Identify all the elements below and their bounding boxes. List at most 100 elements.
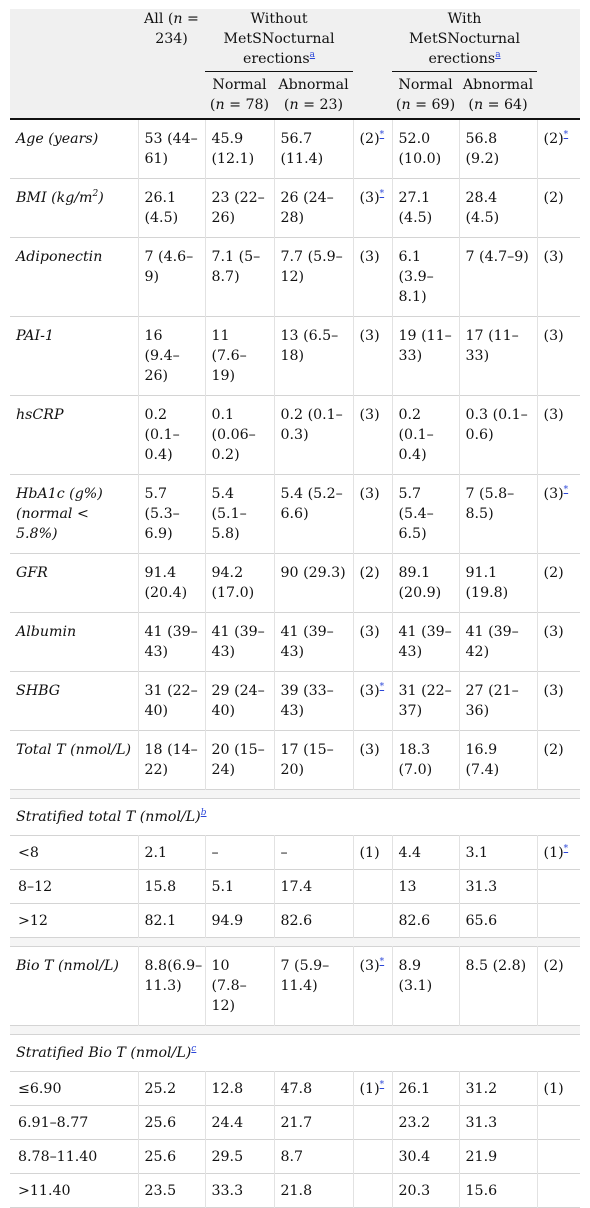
header-abnormal-without: Abnormal (n = 23) (274, 71, 354, 119)
footnote-a-link[interactable]: a (309, 50, 316, 60)
cell-without-normal: 24.4 (204, 1105, 274, 1140)
table-row: ≤6.90 25.2 12.8 47.8 (1)* 26.1 31.2 (1) (10, 1071, 581, 1106)
header-with-group: With MetSNocturnal erectionsa (392, 9, 538, 72)
cell-all: 0.2 (0.1–0.4) (137, 395, 205, 475)
cell-with-abnormal: 16.9 (7.4) (458, 730, 538, 790)
cell-test-without (352, 1105, 393, 1140)
cell-test-with: (2)* (536, 119, 581, 179)
cell-without-abnormal: 7.7 (5.9–12) (273, 237, 354, 317)
row-label: hsCRP (16, 407, 64, 423)
row-label: GFR (16, 565, 48, 581)
significance-link[interactable]: * (379, 957, 385, 967)
cell-with-abnormal: 31.3 (458, 869, 538, 904)
cell-all: 31 (22–40) (137, 671, 205, 731)
table-row: >11.40 23.5 33.3 21.8 20.3 15.6 (10, 1173, 581, 1208)
significance-link[interactable]: * (379, 682, 385, 692)
cell-without-abnormal: 21.7 (273, 1105, 354, 1140)
table-row: Albumin 41 (39–43) 41 (39–43) 41 (39–43)… (10, 612, 581, 672)
header-gap-2 (537, 9, 581, 72)
cell-without-abnormal: 0.2 (0.1–0.3) (273, 395, 354, 475)
cell-test-without: (3) (352, 395, 393, 475)
footnote-a-link[interactable]: a (495, 50, 501, 60)
cell-with-abnormal: 17 (11–33) (458, 316, 538, 396)
table-row: Total T (nmol/L) 18 (14–22) 20 (15–24) 1… (10, 730, 581, 790)
header-gap-4 (537, 71, 581, 119)
footnote-c-link[interactable]: c (191, 1044, 197, 1054)
section-heading: Stratified total T (nmol/L)b (16, 808, 207, 826)
cell-with-normal: 27.1 (4.5) (391, 178, 460, 238)
cell-with-abnormal: 31.3 (458, 1105, 538, 1140)
cell-with-abnormal: 15.6 (458, 1173, 538, 1208)
significance-link[interactable]: * (563, 844, 569, 854)
data-table: All (n = 234) Without MetSNocturnal erec… (10, 9, 581, 1208)
cell-all: 7 (4.6–9) (137, 237, 205, 317)
cell-with-abnormal: 56.8 (9.2) (458, 119, 538, 179)
cell-all: 41 (39–43) (137, 612, 205, 672)
cell-without-abnormal: 47.8 (273, 1071, 354, 1106)
header-abnormal-with: Abnormal (n = 64) (459, 71, 538, 119)
cell-with-normal: 6.1 (3.9–8.1) (391, 237, 460, 317)
significance-link[interactable]: * (379, 130, 385, 140)
cell-all: 23.5 (137, 1173, 205, 1208)
significance-link[interactable]: * (379, 189, 385, 199)
row-spacer (10, 789, 581, 799)
cell-without-normal: 12.8 (204, 1071, 274, 1106)
table-row: 8–12 15.8 5.1 17.4 13 31.3 (10, 869, 581, 904)
row-spacer (10, 1025, 581, 1035)
cell-without-abnormal: 26 (24–28) (273, 178, 354, 238)
cell-without-abnormal: 8.7 (273, 1139, 354, 1174)
footnote-b-link[interactable]: b (200, 808, 207, 818)
header-blank (10, 9, 138, 119)
cell-test-without: (3)* (352, 946, 393, 1026)
cell-without-abnormal: 39 (33–43) (273, 671, 354, 731)
cell-without-abnormal: 7 (5.9–11.4) (273, 946, 354, 1026)
row-label: SHBG (16, 683, 61, 699)
cell-all: 15.8 (137, 869, 205, 904)
table-row: <8 2.1 – – (1) 4.4 3.1 (1)* (10, 835, 581, 870)
cell-test-with: (2) (536, 178, 581, 238)
cell-without-normal: 11 (7.6–19) (204, 316, 274, 396)
cell-with-abnormal: 91.1 (19.8) (458, 553, 538, 613)
cell-with-normal: 0.2 (0.1–0.4) (391, 395, 460, 475)
cell-with-abnormal: 41 (39–42) (458, 612, 538, 672)
cell-test-with: (3) (536, 612, 581, 672)
table-row: GFR 91.4 (20.4) 94.2 (17.0) 90 (29.3) (2… (10, 553, 581, 613)
cell-test-with: (3)* (536, 474, 581, 554)
row-label: Age (years) (16, 131, 99, 147)
cell-without-abnormal: 17.4 (273, 869, 354, 904)
cell-all: 91.4 (20.4) (137, 553, 205, 613)
cell-test-with (536, 903, 581, 938)
table-row: Age (years) 53 (44–61) 45.9 (12.1) 56.7 … (10, 119, 581, 179)
significance-link[interactable]: * (563, 485, 569, 495)
table-row: BMI (kg/m2) 26.1 (4.5) 23 (22–26) 26 (24… (10, 178, 581, 238)
cell-with-abnormal: 7 (5.8–8.5) (458, 474, 538, 554)
cell-without-normal: 94.9 (204, 903, 274, 938)
cell-with-normal: 82.6 (391, 903, 460, 938)
cell-test-without: (3) (352, 612, 393, 672)
row-label: 8–12 (18, 879, 53, 895)
row-label: 8.78–11.40 (18, 1149, 98, 1165)
cell-without-normal: 94.2 (17.0) (204, 553, 274, 613)
cell-all: 82.1 (137, 903, 205, 938)
cell-test-without: (3) (352, 474, 393, 554)
cell-without-abnormal: 41 (39–43) (273, 612, 354, 672)
significance-link[interactable]: * (563, 130, 569, 140)
cell-with-abnormal: 27 (21–36) (458, 671, 538, 731)
significance-link[interactable]: * (379, 1080, 385, 1090)
cell-with-normal: 5.7 (5.4–6.5) (391, 474, 460, 554)
cell-with-normal: 31 (22–37) (391, 671, 460, 731)
header-normal-without: Normal (n = 78) (205, 71, 274, 119)
cell-with-normal: 41 (39–43) (391, 612, 460, 672)
row-label: Total T (nmol/L) (16, 742, 132, 758)
cell-with-normal: 4.4 (391, 835, 460, 870)
row-label: HbA1c (g%) (normal < 5.8%) (16, 486, 103, 542)
cell-test-with: (3) (536, 237, 581, 317)
row-label: PAI-1 (16, 328, 54, 344)
header-without-group: Without MetSNocturnal erectionsa (205, 9, 354, 72)
cell-all: 25.6 (137, 1105, 205, 1140)
cell-test-with: (1) (536, 1071, 581, 1106)
row-label: >11.40 (18, 1183, 71, 1199)
cell-with-normal: 26.1 (391, 1071, 460, 1106)
cell-test-with: (2) (536, 730, 581, 790)
header-gap-3 (353, 71, 393, 119)
